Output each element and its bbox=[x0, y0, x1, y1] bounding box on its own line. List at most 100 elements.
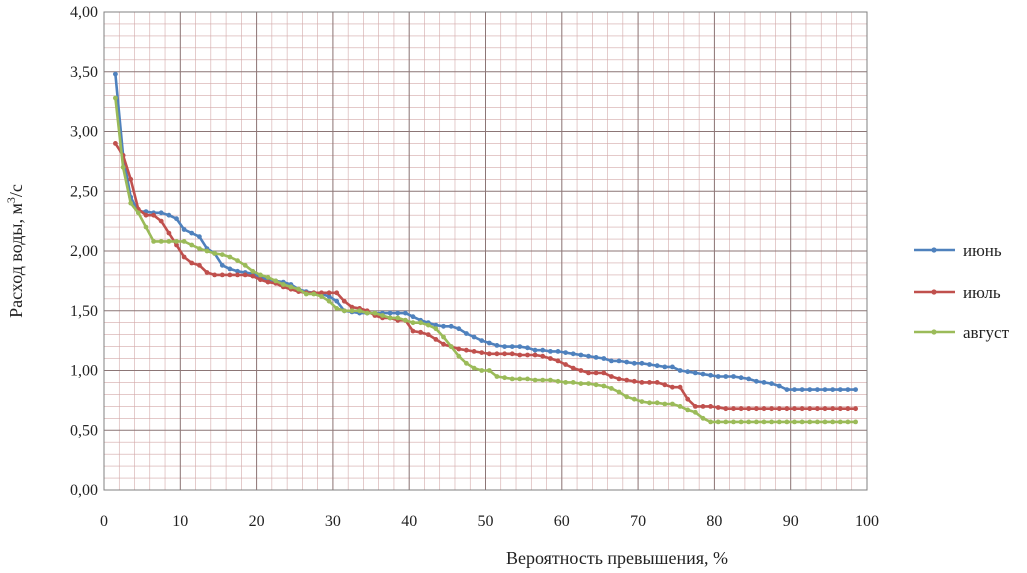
data-point-june bbox=[586, 353, 591, 359]
data-point-july bbox=[341, 298, 347, 304]
data-point-july bbox=[586, 370, 591, 376]
data-point-august bbox=[502, 375, 507, 381]
data-point-july bbox=[433, 337, 439, 342]
y-tick-label: 0,00 bbox=[70, 482, 98, 499]
x-tick-label: 30 bbox=[325, 513, 341, 530]
data-point-june bbox=[845, 387, 851, 392]
data-point-august bbox=[334, 306, 340, 311]
data-point-august bbox=[639, 399, 645, 404]
data-point-august bbox=[624, 394, 630, 400]
data-point-august bbox=[395, 315, 401, 321]
data-point-july bbox=[662, 382, 668, 388]
data-point-june bbox=[670, 364, 675, 370]
data-point-july bbox=[326, 290, 332, 296]
data-point-july bbox=[853, 406, 858, 412]
data-point-june bbox=[555, 349, 561, 354]
data-point-august bbox=[456, 353, 462, 359]
data-point-june bbox=[479, 338, 485, 343]
data-point-august bbox=[685, 407, 691, 413]
y-tick-label: 3,00 bbox=[70, 124, 98, 141]
data-point-july bbox=[486, 351, 492, 357]
data-point-july bbox=[181, 254, 187, 260]
data-point-august bbox=[670, 401, 675, 407]
data-point-july bbox=[746, 406, 752, 412]
data-point-august bbox=[586, 381, 591, 386]
data-point-august bbox=[357, 308, 362, 314]
data-point-august bbox=[448, 344, 454, 349]
data-point-august bbox=[319, 294, 324, 299]
data-point-june bbox=[807, 387, 813, 392]
data-point-august bbox=[776, 419, 782, 425]
data-point-june bbox=[609, 358, 614, 364]
data-point-july bbox=[563, 362, 568, 367]
data-point-june bbox=[853, 387, 858, 392]
data-point-july bbox=[548, 356, 553, 361]
data-point-july bbox=[151, 212, 157, 218]
data-point-june bbox=[578, 352, 584, 358]
data-point-august bbox=[341, 308, 347, 314]
data-point-august bbox=[769, 419, 774, 425]
data-point-july bbox=[166, 230, 172, 236]
series-layer bbox=[113, 71, 858, 425]
data-point-june bbox=[387, 310, 393, 316]
data-point-july bbox=[265, 279, 271, 285]
data-point-august bbox=[242, 262, 248, 268]
y-tick-labels: 0,00 0,50 1,00 1,50 2,00 2,50 3,00 3,50 4,00 bbox=[70, 4, 98, 499]
y-tick-label: 4,00 bbox=[70, 4, 98, 21]
data-point-august bbox=[380, 313, 385, 318]
data-point-june bbox=[624, 359, 630, 365]
data-point-june bbox=[692, 370, 698, 376]
data-point-august bbox=[525, 376, 530, 382]
data-point-august bbox=[425, 322, 431, 328]
data-point-july bbox=[677, 384, 683, 390]
data-point-july bbox=[174, 242, 179, 248]
data-point-june bbox=[715, 374, 721, 379]
data-point-july bbox=[441, 341, 446, 347]
data-point-august bbox=[708, 419, 713, 425]
x-tick-label: 10 bbox=[172, 513, 188, 530]
x-tick-label: 50 bbox=[478, 513, 494, 530]
data-point-august bbox=[372, 310, 378, 316]
data-point-july bbox=[212, 272, 218, 278]
data-point-june bbox=[334, 298, 340, 304]
data-point-august bbox=[113, 95, 118, 101]
data-point-june bbox=[326, 294, 332, 299]
data-point-august bbox=[540, 377, 546, 383]
data-point-july bbox=[639, 380, 645, 385]
data-point-june bbox=[227, 266, 233, 272]
data-point-august bbox=[792, 419, 797, 425]
data-point-august bbox=[845, 419, 851, 425]
data-point-august bbox=[517, 376, 523, 382]
data-point-august bbox=[609, 386, 614, 391]
data-point-june bbox=[219, 262, 225, 268]
y-axis-label-superscript: 3 bbox=[4, 197, 18, 203]
data-point-july bbox=[464, 347, 469, 353]
data-point-june bbox=[746, 376, 752, 382]
data-point-june bbox=[509, 344, 515, 349]
x-tick-label: 90 bbox=[783, 513, 799, 530]
data-point-august bbox=[570, 380, 576, 385]
data-point-august bbox=[822, 419, 828, 425]
data-point-june bbox=[235, 268, 240, 274]
data-point-august bbox=[120, 164, 126, 170]
data-point-june bbox=[464, 331, 469, 336]
data-point-july bbox=[685, 396, 691, 402]
data-point-june bbox=[181, 227, 187, 232]
y-tick-label: 2,00 bbox=[70, 243, 98, 260]
data-point-july bbox=[845, 406, 851, 412]
data-point-june bbox=[548, 349, 553, 354]
data-point-august bbox=[212, 251, 218, 256]
data-point-august bbox=[326, 298, 332, 304]
data-point-august bbox=[479, 368, 485, 373]
data-point-august bbox=[616, 389, 622, 395]
data-point-june bbox=[563, 350, 568, 355]
data-point-june bbox=[754, 378, 759, 384]
data-point-june bbox=[639, 360, 645, 366]
plot-border bbox=[103, 11, 868, 491]
data-point-june bbox=[708, 372, 713, 378]
x-tick-label: 20 bbox=[249, 513, 265, 530]
data-point-july bbox=[738, 406, 744, 412]
data-point-july bbox=[700, 404, 706, 409]
data-point-july bbox=[654, 380, 660, 385]
data-point-june bbox=[784, 387, 790, 392]
